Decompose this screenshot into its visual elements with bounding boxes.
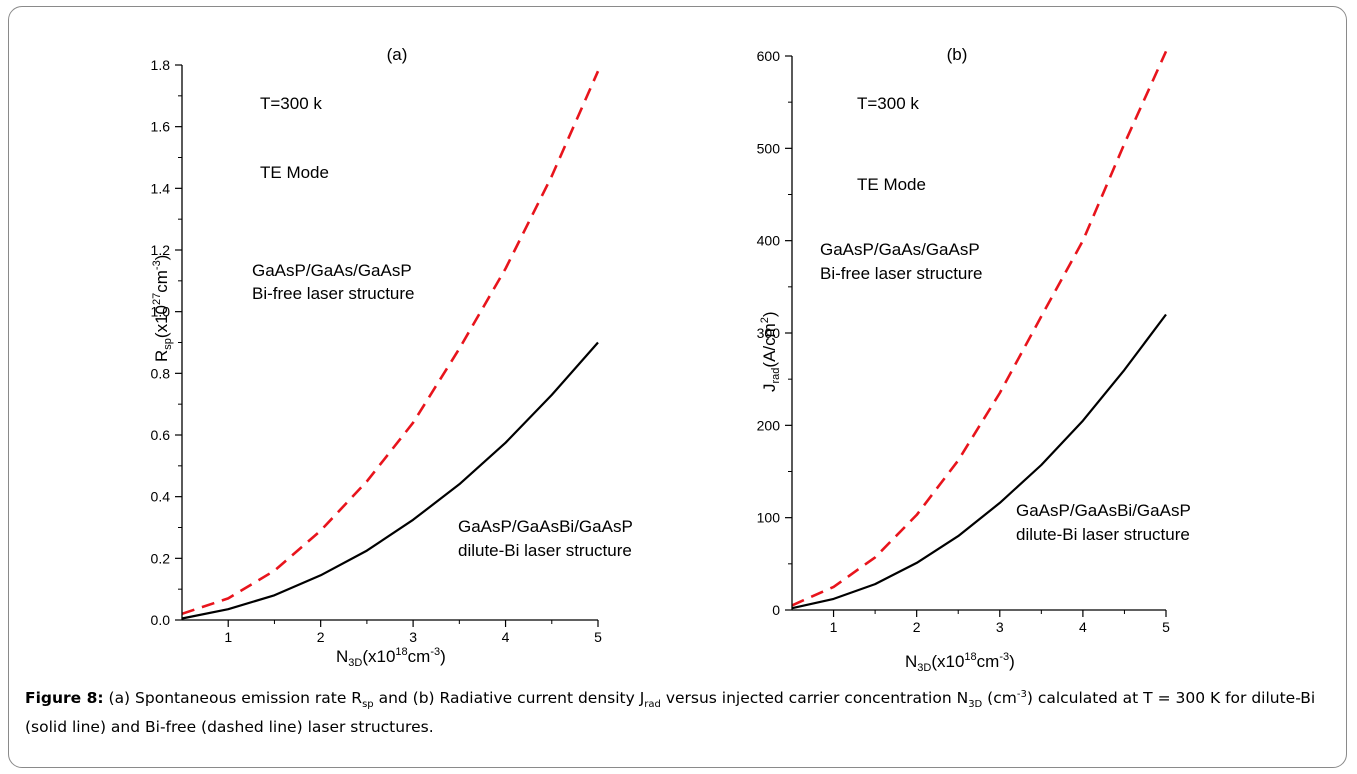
chart-a-y-tick-label: 1.4 bbox=[151, 180, 171, 196]
chart-b-series-bifree-dashed bbox=[791, 50, 1168, 607]
chart-b-title: (b) bbox=[947, 45, 968, 64]
chart-a-y-tick-label: 0.8 bbox=[151, 365, 171, 381]
chart-a-annot-bifree-2: Bi-free laser structure bbox=[252, 284, 415, 303]
chart-a-x-tick-label: 4 bbox=[502, 629, 510, 645]
caption-label: Figure 8: bbox=[25, 689, 104, 708]
chart-a-y-tick-label: 0.2 bbox=[151, 550, 171, 566]
chart-b-annot-mode: TE Mode bbox=[857, 175, 926, 194]
chart-a-annot-temp: T=300 k bbox=[260, 94, 322, 113]
chart-b-annot-bifree-2: Bi-free laser structure bbox=[820, 264, 983, 283]
chart-b-xlabel: N3D(x1018cm-3) bbox=[905, 651, 1015, 674]
chart-b-y-tick-label: 0 bbox=[772, 602, 780, 618]
chart-a-series-dilute-solid bbox=[181, 341, 599, 620]
chart-b-y-tick-label: 600 bbox=[757, 48, 781, 64]
chart-b-series bbox=[791, 50, 1168, 610]
chart-a-y-tick-label: 1.6 bbox=[151, 119, 171, 135]
caption-text: (a) Spontaneous emission rate Rsp and (b… bbox=[25, 689, 1316, 737]
chart-b-y-tick-label: 100 bbox=[757, 510, 781, 526]
chart-b-y-tick-label: 500 bbox=[757, 140, 781, 156]
chart-b-ylabel: Jrad(A/cm2) bbox=[759, 311, 782, 392]
chart-a-y-tick-label: 0.4 bbox=[151, 489, 171, 505]
chart-a-x-tick-label: 3 bbox=[409, 629, 417, 645]
chart-a-title: (a) bbox=[387, 45, 408, 64]
chart-a-annot-bifree-1: GaAsP/GaAs/GaAsP bbox=[252, 261, 412, 280]
chart-a-ylabel: Rsp(x1027cm-3) bbox=[151, 255, 174, 362]
chart-a-annot-dilute-2: dilute-Bi laser structure bbox=[458, 541, 632, 560]
chart-b-annot-bifree-1: GaAsP/GaAs/GaAsP bbox=[820, 240, 980, 259]
chart-a-y-tick-label: 1.0 bbox=[151, 304, 171, 320]
chart-b-y-tick-label: 400 bbox=[757, 233, 781, 249]
chart-a-ticks: 1 2 3 4 5 0.0 0.2 0.4 0.6 0.8 1.0 1.2 1.4 1.6 1.8 bbox=[151, 57, 603, 645]
figure-caption: Figure 8: (a) Spontaneous emission rate … bbox=[25, 683, 1335, 739]
chart-b-y-tick-label: 300 bbox=[757, 325, 781, 341]
chart-a-x-tick-label: 1 bbox=[224, 629, 232, 645]
chart-a-x-tick-label: 2 bbox=[317, 629, 325, 645]
chart-b-annot-temp: T=300 k bbox=[857, 94, 919, 113]
chart-a-annot-dilute-1: GaAsP/GaAsBi/GaAsP bbox=[458, 517, 633, 536]
chart-b-y-tick-label: 200 bbox=[757, 417, 781, 433]
chart-a-y-tick-label: 1.2 bbox=[151, 242, 171, 258]
chart-a-annot-mode: TE Mode bbox=[260, 163, 329, 182]
chart-a-series-bifree-dashed bbox=[181, 70, 600, 616]
chart-b-ticks: 1 2 3 4 5 0 100 200 300 400 500 600 bbox=[757, 48, 1170, 635]
chart-a-y-tick-label: 0.0 bbox=[151, 612, 171, 628]
chart-b-series-dilute-solid bbox=[791, 313, 1167, 610]
chart-a-y-tick-label: 1.8 bbox=[151, 57, 171, 73]
chart-a-y-tick-label: 0.6 bbox=[151, 427, 171, 443]
chart-b-annot-dilute-1: GaAsP/GaAsBi/GaAsP bbox=[1016, 501, 1191, 520]
chart-a-series bbox=[181, 70, 600, 620]
chart-b-x-tick-label: 1 bbox=[830, 619, 838, 635]
figure-frame bbox=[8, 6, 1347, 768]
chart-b-x-tick-label: 2 bbox=[913, 619, 921, 635]
chart-a-xlabel: N3D(x1018cm-3) bbox=[336, 646, 446, 669]
chart-b-x-tick-label: 5 bbox=[1162, 619, 1170, 635]
chart-b-x-tick-label: 3 bbox=[996, 619, 1004, 635]
chart-a-x-tick-label: 5 bbox=[594, 629, 602, 645]
chart-b-x-tick-label: 4 bbox=[1079, 619, 1087, 635]
chart-b-annot-dilute-2: dilute-Bi laser structure bbox=[1016, 525, 1190, 544]
